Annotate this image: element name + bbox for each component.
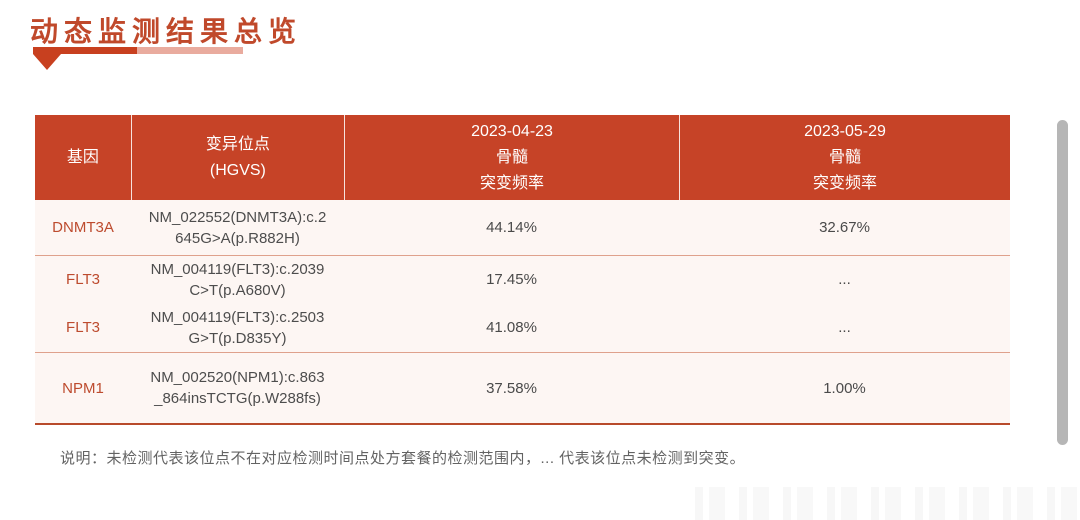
column-header-2023-05-29: 2023-05-29 骨髓 突变频率 [679, 115, 1010, 200]
column-header-line: (HGVS) [209, 161, 266, 179]
hgvs-text: NM_004119(FLT3):c.2503G>T(p.D835Y) [150, 308, 325, 347]
title-underline-dark-segment [33, 47, 137, 54]
column-header-line: 2023-05-29 [804, 122, 886, 140]
title-underline [33, 47, 243, 54]
column-header-line: 突变频率 [813, 174, 878, 192]
column-header-line: 突变频率 [480, 174, 545, 192]
hgvs-text: NM_004119(FLT3):c.2039C>T(p.A680V) [150, 260, 325, 299]
table-header-row: 基因 变异位点 (HGVS) 2023-04-23 骨髓 突变频率 2023-0… [35, 115, 1010, 200]
gene-cell: FLT3 [66, 319, 100, 336]
column-header-hgvs: 变异位点 (HGVS) [130, 115, 344, 200]
table-row: DNMT3A NM_022552(DNMT3A):c.2645G>A(p.R88… [35, 200, 1010, 256]
column-header-line: 2023-04-23 [471, 122, 553, 140]
cutoff-watermark [695, 487, 1080, 520]
gene-cell: DNMT3A [52, 219, 114, 236]
freq-cell-2023-05-29: 32.67% [819, 219, 870, 236]
results-table: 基因 变异位点 (HGVS) 2023-04-23 骨髓 突变频率 2023-0… [35, 115, 1010, 425]
column-header-line: 变异位点 [205, 135, 270, 153]
gene-cell: NPM1 [62, 379, 104, 397]
hgvs-text: NM_022552(DNMT3A):c.2645G>A(p.R882H) [148, 208, 327, 247]
column-header-gene: 基因 [35, 115, 131, 200]
table-row: FLT3 NM_004119(FLT3):c.2503G>T(p.D835Y) … [35, 303, 1010, 353]
footnote: 说明：未检测代表该位点不在对应检测时间点处方套餐的检测范围内，... 代表该位点… [60, 450, 746, 467]
title-arrow-icon [33, 54, 61, 70]
freq-cell-2023-05-29: ... [838, 319, 851, 336]
freq-cell-2023-04-23: 41.08% [486, 319, 537, 336]
table-row: FLT3 NM_004119(FLT3):c.2039C>T(p.A680V) … [35, 256, 1010, 303]
freq-cell-2023-05-29: 1.00% [823, 379, 866, 397]
hgvs-cell: NM_004119(FLT3):c.2503G>T(p.D835Y) [131, 307, 344, 349]
freq-cell-2023-04-23: 17.45% [486, 271, 537, 288]
column-header-line: 基因 [66, 148, 99, 166]
scrollbar-thumb[interactable] [1057, 120, 1068, 445]
hgvs-cell: NM_022552(DNMT3A):c.2645G>A(p.R882H) [131, 207, 344, 249]
table-row: NPM1 NM_002520(NPM1):c.863_864insTCTG(p.… [35, 353, 1010, 425]
column-header-line: 骨髓 [496, 148, 529, 166]
hgvs-cell: NM_002520(NPM1):c.863_864insTCTG(p.W288f… [131, 367, 344, 409]
title-underline-light-segment [137, 47, 243, 54]
column-header-2023-04-23: 2023-04-23 骨髓 突变频率 [344, 115, 679, 200]
gene-cell: FLT3 [66, 271, 100, 288]
freq-cell-2023-05-29: ... [838, 271, 851, 288]
freq-cell-2023-04-23: 44.14% [486, 219, 537, 236]
freq-cell-2023-04-23: 37.58% [486, 379, 537, 397]
hgvs-text: NM_002520(NPM1):c.863_864insTCTG(p.W288f… [150, 369, 325, 407]
page-title: 动态监测结果总览 [30, 16, 303, 47]
column-header-line: 骨髓 [829, 148, 862, 166]
hgvs-cell: NM_004119(FLT3):c.2039C>T(p.A680V) [131, 259, 344, 301]
